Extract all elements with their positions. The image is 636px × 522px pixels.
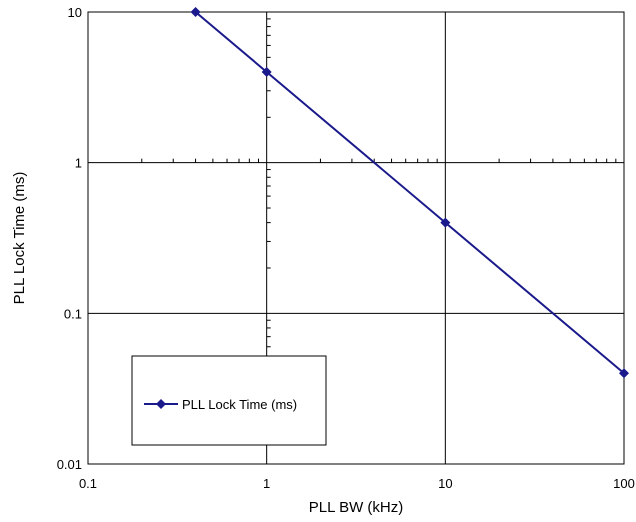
x-axis-title: PLL BW (kHz)	[309, 499, 403, 516]
data-point-marker	[190, 7, 201, 17]
tick-labels: 0.1 1 10 100 0.01 0.1 1 10	[57, 5, 635, 491]
y-axis-title: PLL Lock Time (ms)	[11, 172, 28, 305]
plot-area	[87, 11, 625, 465]
y-tick-label: 0.1	[64, 306, 82, 321]
y-tick-label: 10	[68, 5, 82, 20]
x-tick-label: 1	[263, 476, 270, 491]
data-point-marker	[619, 368, 629, 379]
legend-marker	[156, 399, 166, 409]
legend: PLL Lock Time (ms)	[131, 355, 327, 446]
data-point-marker	[440, 217, 451, 228]
y-tick-label: 0.01	[57, 457, 82, 472]
series-group	[190, 7, 629, 379]
series-line	[194, 11, 625, 375]
x-tick-label: 10	[438, 476, 452, 491]
x-tick-label: 0.1	[79, 476, 97, 491]
y-tick-label: 1	[75, 156, 82, 171]
legend-label: PLL Lock Time (ms)	[182, 397, 297, 412]
data-point-marker	[261, 66, 272, 77]
x-tick-label: 100	[613, 476, 635, 491]
legend-box	[131, 355, 327, 446]
